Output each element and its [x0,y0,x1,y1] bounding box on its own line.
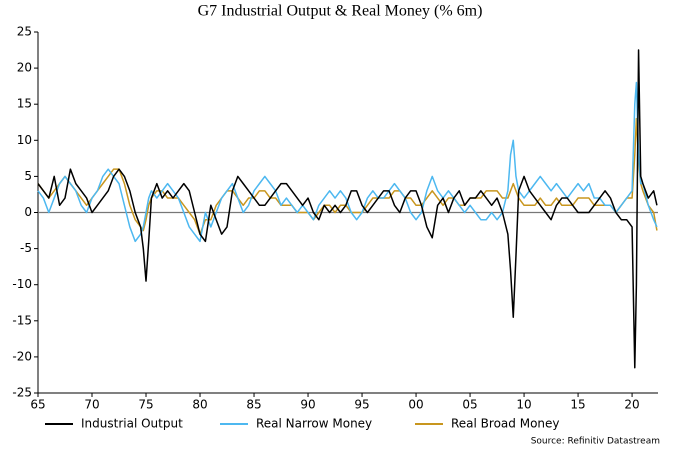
y-tick-label: 25 [17,25,32,39]
y-tick-label: 15 [17,97,32,111]
y-tick-label: 5 [24,169,32,183]
x-tick-label: 10 [516,398,531,412]
legend-label: Real Narrow Money [256,417,372,431]
x-tick-label: 05 [462,398,477,412]
x-tick-label: 95 [354,398,369,412]
x-tick-label: 85 [246,398,261,412]
y-tick-label: 0 [24,205,32,219]
x-tick-label: 90 [300,398,315,412]
series-line [37,81,658,243]
x-tick-label: 70 [84,398,99,412]
x-tick-label: 20 [624,398,639,412]
y-tick-label: -10 [12,277,32,291]
x-tick-label: 65 [30,398,45,412]
legend-label: Industrial Output [81,417,183,431]
legend-label: Real Broad Money [451,417,560,431]
y-tick-label: -25 [12,386,32,400]
x-tick-label: 00 [408,398,423,412]
y-tick-label: 10 [17,133,32,147]
series-line [37,49,658,369]
y-tick-label: -20 [12,349,32,363]
x-tick-label: 80 [192,398,207,412]
x-tick-label: 15 [570,398,585,412]
y-tick-label: 20 [17,61,32,75]
y-tick-label: -15 [12,313,32,327]
chart-title: G7 Industrial Output & Real Money (% 6m) [198,3,483,20]
x-tick-label: 75 [138,398,153,412]
series-line [37,117,658,235]
y-tick-label: -5 [20,241,32,255]
source: Source: Refinitiv Datastream [531,437,660,447]
